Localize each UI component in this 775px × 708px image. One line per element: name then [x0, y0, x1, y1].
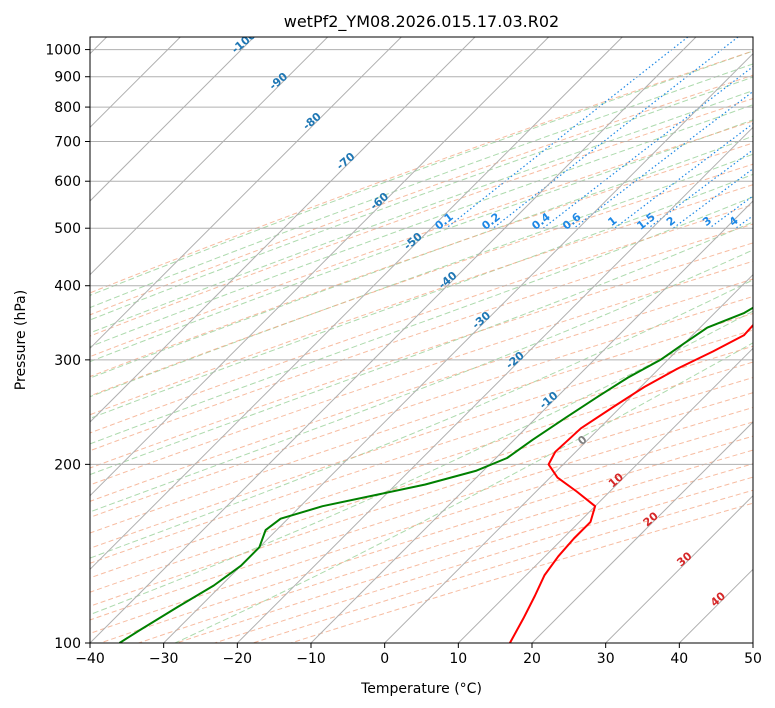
mixing-ratio-line	[672, 168, 753, 229]
x-tick-label: 50	[744, 651, 762, 667]
moist-adiabat-line	[90, 196, 753, 445]
dewpoint-line	[118, 306, 753, 643]
x-tick-label: −10	[296, 651, 326, 667]
moist-adiabat-line	[90, 310, 753, 616]
isotherm-line	[236, 126, 753, 643]
dry-adiabat-line	[90, 163, 753, 397]
y-tick-label: 800	[54, 100, 81, 116]
dry-adiabat-line	[290, 502, 753, 643]
dry-adiabat-line	[90, 278, 753, 502]
dry-adiabat-line	[90, 312, 753, 534]
isotherm-line	[163, 52, 753, 643]
dry-adiabat-line	[90, 392, 753, 607]
y-tick-label: 700	[54, 135, 81, 151]
moist-adiabat-line	[90, 279, 753, 559]
isotherm-line	[605, 494, 753, 643]
dry-adiabat-line	[90, 184, 753, 416]
dry-adiabat-line	[214, 476, 753, 643]
dry-adiabat-line	[90, 361, 753, 579]
moist-adiabat-line	[90, 63, 753, 309]
moist-adiabat-line	[90, 76, 753, 321]
dry-adiabat-line	[90, 406, 753, 621]
x-axis-title: Temperature (°C)	[360, 681, 482, 697]
y-tick-label: 900	[54, 70, 81, 86]
dry-adiabat-line	[90, 345, 753, 564]
temperature-line	[509, 323, 753, 643]
y-axis-title: Pressure (hPa)	[13, 290, 29, 390]
moist-adiabat-line	[90, 173, 753, 419]
isotherm-line	[90, 37, 402, 350]
y-tick-label: 100	[54, 636, 81, 652]
isotherm-line	[90, 37, 476, 423]
chart-title: wetPf2_YM08.2026.015.17.03.R02	[284, 12, 559, 32]
y-tick-label: 500	[54, 221, 81, 237]
x-axis: −40 −30 −20 −10 0 10 20 30 40 50	[75, 643, 762, 667]
moist-adiabats	[90, 50, 753, 643]
isotherm-line	[310, 200, 753, 643]
isotherm-line	[90, 37, 329, 276]
y-axis: 1000 900 800 700 600 500 400 300 200 100	[45, 43, 90, 652]
moist-adiabat-line	[90, 50, 753, 296]
y-tick-label: 600	[54, 174, 81, 190]
dry-adiabat-line	[90, 120, 753, 358]
isotherm-line	[457, 347, 753, 643]
y-tick-label: 400	[54, 279, 81, 295]
x-tick-label: 0	[380, 651, 389, 667]
isotherm-line	[90, 37, 623, 571]
mixing-ratio-line	[614, 122, 753, 229]
dry-adiabats	[90, 50, 753, 643]
isobars	[90, 49, 753, 643]
isotherm-line	[531, 421, 753, 643]
dry-adiabat-line	[90, 242, 753, 469]
dry-adiabat-line	[252, 489, 753, 643]
dry-adiabat-line	[90, 377, 753, 593]
mixing-ratio-line	[445, 37, 689, 229]
moist-adiabat-line	[90, 90, 753, 334]
isotherm-line	[90, 37, 255, 202]
x-tick-label: 20	[523, 651, 541, 667]
moist-adiabat-line	[90, 221, 753, 476]
mixing-ratio-line	[542, 65, 753, 229]
y-tick-label: 300	[54, 353, 81, 369]
plot-frame	[89, 36, 754, 644]
mixing-ratio-lines	[445, 37, 753, 229]
x-tick-label: 30	[597, 651, 615, 667]
isotherm-line	[90, 37, 550, 497]
dry-adiabat-line	[176, 463, 753, 643]
y-tick-label: 200	[54, 457, 81, 473]
dry-adiabat-line	[90, 142, 753, 378]
x-tick-label: −20	[223, 651, 253, 667]
x-tick-label: 40	[670, 651, 688, 667]
x-tick-label: −30	[149, 651, 179, 667]
x-tick-label: 10	[449, 651, 467, 667]
isotherm-line	[90, 37, 697, 643]
moist-adiabat-line	[90, 153, 753, 398]
x-tick-label: −40	[75, 651, 105, 667]
dry-adiabat-line	[90, 204, 753, 434]
dry-adiabat-line	[90, 329, 753, 549]
moist-adiabat-line	[90, 119, 753, 363]
sounding-series	[118, 306, 753, 643]
y-tick-label: 1000	[45, 43, 81, 59]
